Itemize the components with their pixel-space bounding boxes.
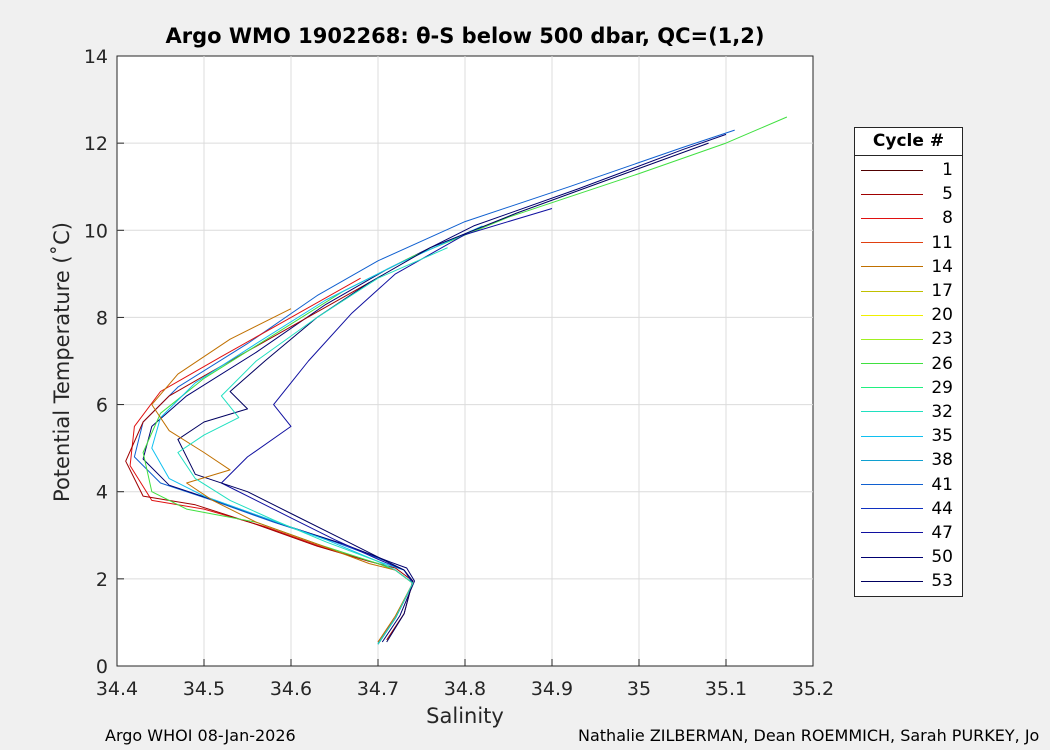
x-tick-label: 34.6 — [270, 678, 312, 700]
x-tick-label: 34.9 — [531, 678, 573, 700]
x-tick-label: 34.8 — [444, 678, 486, 700]
legend-item: 26 — [855, 352, 962, 376]
legend-line-swatch — [861, 242, 923, 244]
x-tick-label: 34.7 — [357, 678, 399, 700]
y-tick-label: 6 — [96, 395, 108, 417]
series-group — [125, 116, 788, 645]
legend-item: 11 — [855, 231, 962, 255]
legend: Cycle # 1 5 8 11 14 17 20 23 26 29 32 35 38 41 44 47 50 5… — [854, 127, 963, 598]
legend-line-swatch — [861, 193, 923, 195]
legend-label: 17 — [931, 281, 953, 302]
legend-label: 47 — [931, 522, 953, 543]
legend-line-swatch — [861, 459, 923, 461]
legend-item: 29 — [855, 376, 962, 400]
legend-label: 53 — [931, 571, 953, 592]
legend-item: 20 — [855, 303, 962, 327]
legend-item: 50 — [855, 545, 962, 569]
footer-right: Nathalie ZILBERMAN, Dean ROEMMICH, Sarah… — [578, 726, 1040, 745]
legend-items: 1 5 8 11 14 17 20 23 26 29 32 35 38 41 44 47 50 53 — [855, 156, 962, 596]
legend-line-swatch — [861, 484, 923, 486]
x-tick-label: 35.1 — [705, 678, 747, 700]
legend-line-swatch — [861, 435, 923, 437]
y-tick-label: 10 — [84, 220, 108, 242]
legend-line-swatch — [861, 314, 923, 316]
legend-label: 11 — [931, 232, 953, 253]
chart-title: Argo WMO 1902268: θ-S below 500 dbar, QC… — [165, 24, 765, 48]
legend-item: 5 — [855, 182, 962, 206]
legend-line-swatch — [861, 290, 923, 292]
legend-label: 20 — [931, 305, 953, 326]
legend-line-swatch — [861, 556, 923, 558]
legend-item: 23 — [855, 327, 962, 351]
y-axis-label: Potential Temperature (˚C) — [50, 222, 74, 502]
legend-item: 1 — [855, 158, 962, 182]
legend-label: 5 — [942, 184, 953, 205]
legend-label: 1 — [942, 160, 953, 181]
legend-item: 41 — [855, 472, 962, 496]
legend-label: 29 — [931, 377, 953, 398]
x-tick-label: 35 — [627, 678, 651, 700]
legend-label: 32 — [931, 401, 953, 422]
legend-line-swatch — [861, 169, 923, 171]
y-tick-label: 8 — [96, 307, 108, 329]
legend-item: 32 — [855, 400, 962, 424]
legend-line-swatch — [861, 217, 923, 219]
axis-ticks: 34.4 34.5 34.6 34.7 34.8 34.9 35 35.1 35.2 0 2 4 6 8 1… — [84, 46, 834, 700]
legend-line-swatch — [861, 411, 923, 413]
legend-item: 8 — [855, 206, 962, 230]
legend-label: 35 — [931, 426, 953, 447]
y-tick-label: 4 — [96, 482, 108, 504]
series-line — [177, 142, 709, 643]
legend-item: 17 — [855, 279, 962, 303]
y-tick-label: 0 — [96, 656, 108, 678]
legend-label: 8 — [942, 208, 953, 229]
series-line — [142, 133, 727, 643]
legend-line-swatch — [861, 532, 923, 534]
x-tick-label: 34.5 — [183, 678, 225, 700]
legend-label: 14 — [931, 256, 953, 277]
x-axis-label: Salinity — [426, 704, 504, 728]
legend-line-swatch — [861, 387, 923, 389]
x-tick-label: 35.2 — [792, 678, 834, 700]
legend-label: 26 — [931, 353, 953, 374]
legend-item: 53 — [855, 569, 962, 593]
legend-item: 35 — [855, 424, 962, 448]
x-tick-label: 34.4 — [96, 678, 138, 700]
legend-label: 41 — [931, 474, 953, 495]
series-line — [125, 282, 414, 641]
y-tick-label: 12 — [84, 133, 108, 155]
legend-label: 38 — [931, 450, 953, 471]
series-line — [177, 247, 448, 645]
footer-left: Argo WHOI 08-Jan-2026 — [105, 726, 296, 745]
legend-label: 44 — [931, 498, 953, 519]
y-tick-label: 2 — [96, 569, 108, 591]
legend-item: 38 — [855, 448, 962, 472]
legend-item: 44 — [855, 497, 962, 521]
legend-line-swatch — [861, 338, 923, 340]
legend-line-swatch — [861, 266, 923, 268]
y-tick-label: 14 — [84, 46, 108, 68]
legend-line-swatch — [861, 363, 923, 365]
legend-label: 23 — [931, 329, 953, 350]
legend-label: 50 — [931, 547, 953, 568]
legend-item: 47 — [855, 521, 962, 545]
grid-lines — [117, 56, 813, 666]
legend-line-swatch — [861, 508, 923, 510]
legend-item: 14 — [855, 255, 962, 279]
legend-title: Cycle # — [855, 128, 962, 156]
legend-line-swatch — [861, 580, 923, 582]
